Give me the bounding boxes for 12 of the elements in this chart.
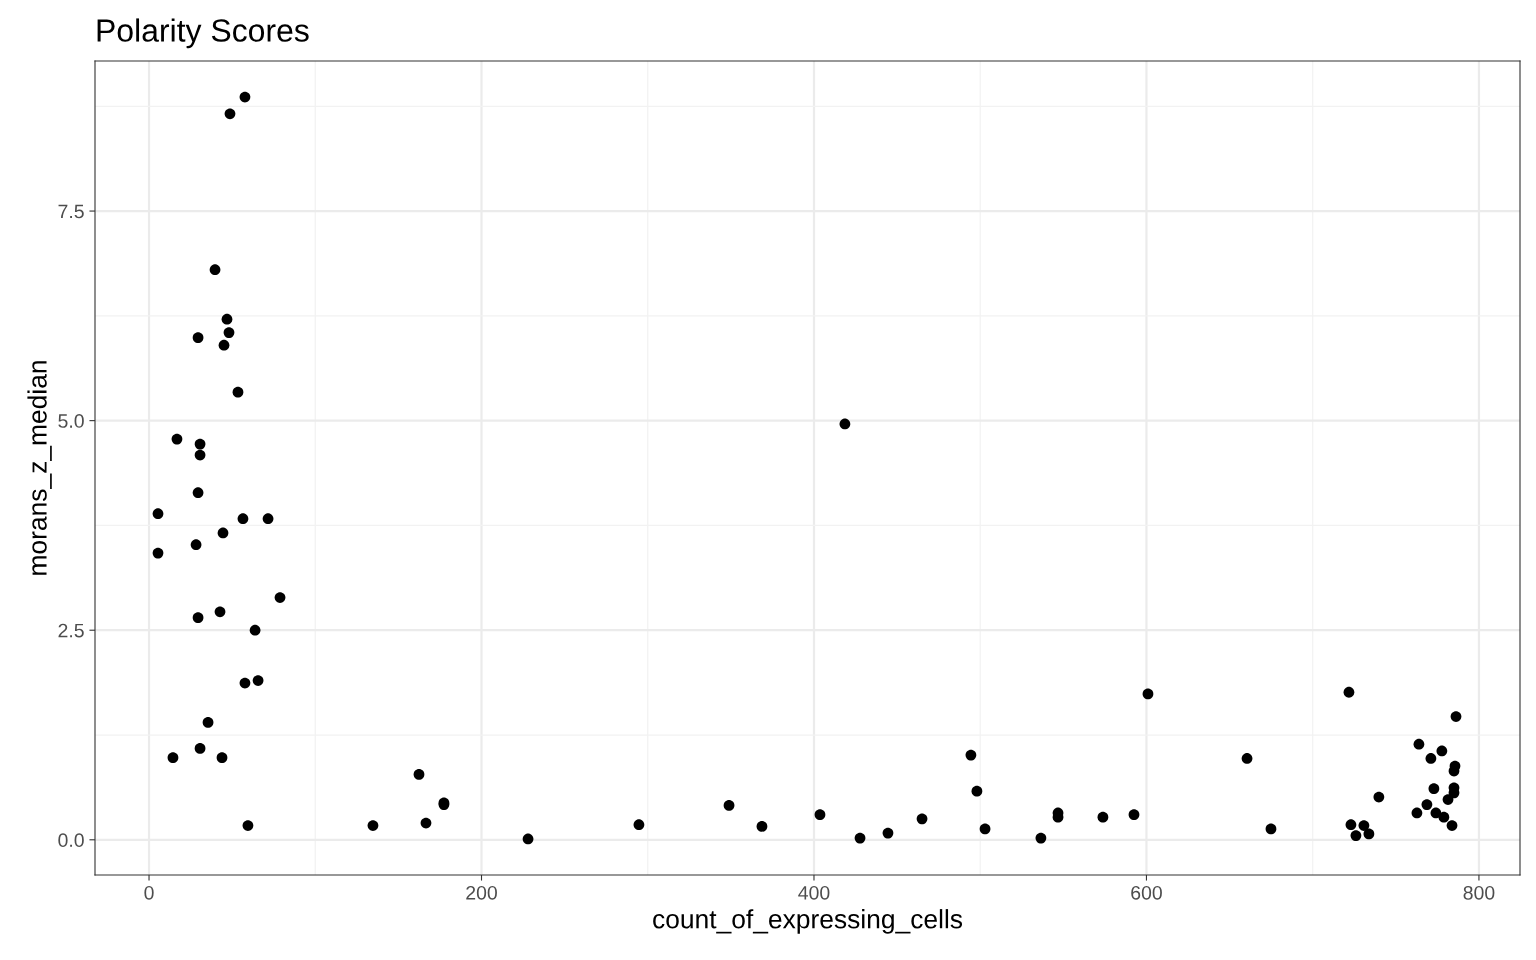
x-tick-label: 0 bbox=[144, 885, 154, 900]
x-axis-title: count_of_expressing_cells bbox=[653, 909, 963, 934]
y-tick-label: 2.5 bbox=[58, 623, 84, 638]
x-tick-label: 200 bbox=[466, 885, 497, 900]
y-tick-label: 7.5 bbox=[58, 204, 84, 219]
y-tick-label: 0.0 bbox=[58, 833, 84, 848]
x-tick-label: 400 bbox=[798, 885, 830, 900]
y-tick-label: 5.0 bbox=[58, 414, 84, 428]
chart-title: Polarity Scores bbox=[97, 18, 309, 49]
x-tick-label: 800 bbox=[1463, 885, 1495, 900]
y-axis-title: morans_z_median bbox=[27, 361, 52, 575]
x-tick-label: 600 bbox=[1131, 885, 1162, 900]
